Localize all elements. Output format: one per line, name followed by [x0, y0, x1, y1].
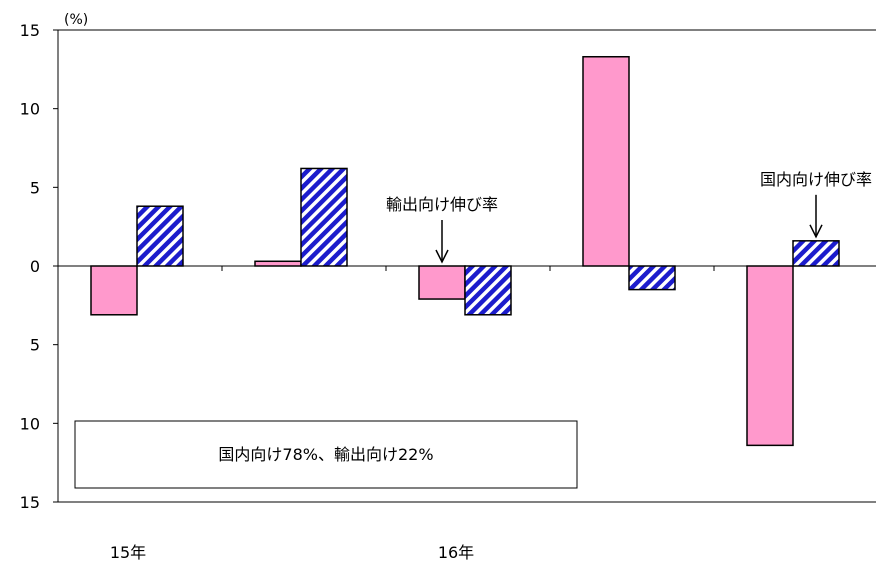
bar-export: [746, 265, 794, 447]
annotation-label: 輸出向け伸び率: [386, 195, 498, 214]
y-tick-label: 15: [20, 21, 40, 40]
annotations: 輸出向け伸び率 国内向け伸び率: [386, 170, 872, 264]
bar-domestic: [136, 205, 184, 267]
annotation-arrowhead: [435, 249, 449, 264]
annotation-arrowhead: [809, 224, 823, 239]
y-tick-label: 15: [20, 493, 40, 512]
y-tick-label: 10: [20, 100, 40, 119]
bar-domestic: [464, 265, 512, 316]
bar-domestic: [628, 265, 676, 291]
unit-label: (%): [64, 12, 88, 28]
axes: 15 10 5 0 5 10 15 (%) 15年 16年: [20, 12, 876, 562]
note-box: 国内向け78%、輸出向け22%: [74, 420, 578, 489]
bar-export: [418, 265, 466, 300]
y-tick-label: 10: [20, 414, 40, 433]
bar-export: [90, 265, 138, 316]
bar-domestic: [300, 167, 348, 267]
bar-export: [582, 55, 630, 267]
x-label: 15年: [110, 543, 146, 562]
y-tick-label: 0: [30, 257, 40, 276]
y-tick-label: 5: [30, 178, 40, 197]
bars: [90, 55, 840, 447]
x-label: 16年: [438, 543, 474, 562]
note-text: 国内向け78%、輸出向け22%: [218, 445, 433, 464]
y-tick-label: 5: [30, 336, 40, 355]
bar-domestic: [792, 240, 840, 267]
annotation-label: 国内向け伸び率: [760, 170, 872, 189]
bar-export: [254, 260, 302, 267]
